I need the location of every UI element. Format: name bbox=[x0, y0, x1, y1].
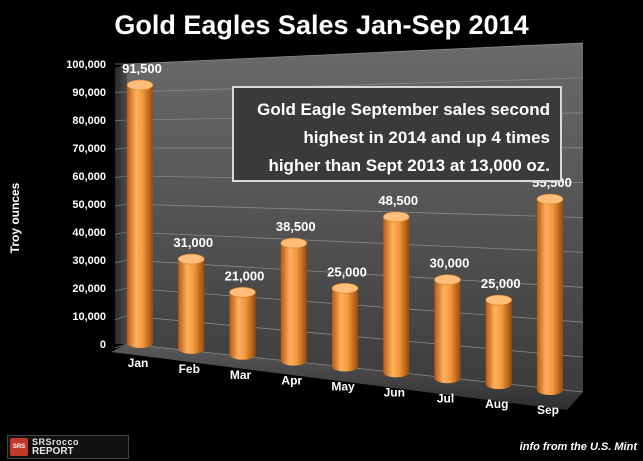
bar-body bbox=[127, 85, 153, 349]
y-tick-label: 90,000 bbox=[72, 87, 106, 99]
gridline-side bbox=[114, 175, 128, 178]
chart-title: Gold Eagles Sales Jan-Sep 2014 bbox=[114, 10, 529, 40]
data-label: 30,000 bbox=[430, 256, 470, 271]
bar-top bbox=[434, 274, 461, 286]
gridline bbox=[126, 231, 584, 253]
bar-body bbox=[229, 292, 256, 360]
gridline-side bbox=[114, 343, 128, 349]
x-tick-label: Aug bbox=[485, 397, 508, 411]
bar-top bbox=[229, 286, 256, 298]
gridline-side bbox=[114, 203, 128, 207]
gridline bbox=[126, 77, 584, 93]
x-tick-label: Sep bbox=[537, 403, 559, 417]
y-tick-label: 30,000 bbox=[72, 255, 106, 267]
gridline-side bbox=[114, 119, 128, 122]
source-note: info from the U.S. Mint bbox=[519, 441, 637, 453]
x-tick-label: Mar bbox=[230, 368, 252, 382]
y-axis-label: Troy ounces bbox=[8, 182, 22, 253]
bar-aug: 25,000 bbox=[481, 276, 521, 390]
logo-mark-icon: SRS bbox=[10, 438, 28, 456]
bar-body bbox=[280, 243, 307, 366]
bar-top bbox=[177, 253, 205, 265]
data-label: 91,500 bbox=[122, 61, 162, 76]
bar-top bbox=[382, 211, 410, 223]
x-tick-label: Jun bbox=[384, 385, 405, 399]
y-tick-label: 50,000 bbox=[72, 199, 106, 211]
data-label: 25,000 bbox=[327, 264, 367, 279]
bar-body bbox=[383, 216, 410, 378]
x-tick-label: Feb bbox=[179, 362, 200, 376]
bar-top bbox=[126, 79, 154, 91]
gridline-side bbox=[114, 147, 128, 150]
bar-jul: 30,000 bbox=[430, 256, 470, 384]
bar-jan: 91,500 bbox=[122, 61, 162, 349]
gridline bbox=[126, 42, 584, 65]
bar-feb: 31,000 bbox=[173, 235, 213, 354]
gridline-side bbox=[114, 259, 128, 264]
bar-top bbox=[280, 237, 308, 249]
data-label: 25,000 bbox=[481, 276, 521, 291]
gridline bbox=[126, 203, 584, 218]
y-tick-label: 80,000 bbox=[72, 115, 106, 127]
bar-body bbox=[332, 288, 358, 372]
bar-body bbox=[434, 279, 461, 384]
bar-sep: 55,500 bbox=[532, 175, 572, 395]
bar-top bbox=[331, 282, 359, 294]
bar-apr: 38,500 bbox=[276, 219, 316, 366]
annotation-line: Gold Eagle September sales second bbox=[257, 100, 550, 119]
y-tick-label: 40,000 bbox=[72, 227, 106, 239]
x-tick-label: Jul bbox=[437, 391, 454, 405]
gridline-side bbox=[114, 287, 128, 292]
x-axis-ticks: Jan Feb Mar Apr May Jun Jul Aug Sep bbox=[128, 356, 559, 417]
bar-body bbox=[485, 300, 512, 390]
srsrocco-report-logo: SRS SRSrocco REPORT bbox=[7, 435, 129, 459]
gridline-side bbox=[114, 315, 128, 320]
y-tick-label: 10,000 bbox=[72, 311, 106, 323]
data-label: 38,500 bbox=[276, 219, 316, 234]
annotation-line: highest in 2014 and up 4 times bbox=[303, 128, 550, 147]
x-tick-label: Jan bbox=[128, 356, 149, 370]
y-tick-label: 0 bbox=[100, 339, 106, 351]
gridline-side bbox=[114, 231, 128, 235]
annotation-line: higher than Sept 2013 at 13,000 oz. bbox=[268, 156, 550, 175]
floor bbox=[111, 344, 583, 410]
bars: 91,500 31,000 21,000 38,500 25,000 48,500 30,0… bbox=[122, 61, 572, 395]
y-tick-label: 70,000 bbox=[72, 143, 106, 155]
logo-text-bottom: REPORT bbox=[32, 446, 74, 457]
bar-body bbox=[537, 199, 563, 395]
bar-may: 25,000 bbox=[327, 264, 367, 372]
data-label: 21,000 bbox=[225, 268, 265, 283]
bar-body bbox=[178, 259, 205, 354]
x-tick-label: May bbox=[331, 380, 355, 394]
annotation-callout: Gold Eagle September sales second highes… bbox=[232, 86, 562, 182]
y-tick-label: 100,000 bbox=[66, 59, 106, 71]
left-wall bbox=[115, 64, 127, 344]
x-tick-label: Apr bbox=[281, 374, 302, 388]
bar-jun: 48,500 bbox=[378, 193, 418, 378]
logo-text-top: SRSrocco bbox=[32, 437, 80, 447]
bar-top bbox=[485, 294, 513, 306]
y-tick-label: 60,000 bbox=[72, 171, 106, 183]
data-label: 48,500 bbox=[378, 193, 418, 208]
data-label: 31,000 bbox=[173, 235, 213, 250]
y-axis-ticks: 0 10,000 20,000 30,000 40,000 50,000 60,000 70,… bbox=[66, 59, 106, 351]
bar-mar: 21,000 bbox=[225, 268, 265, 360]
y-tick-label: 20,000 bbox=[72, 283, 106, 295]
bar-top bbox=[536, 193, 564, 205]
